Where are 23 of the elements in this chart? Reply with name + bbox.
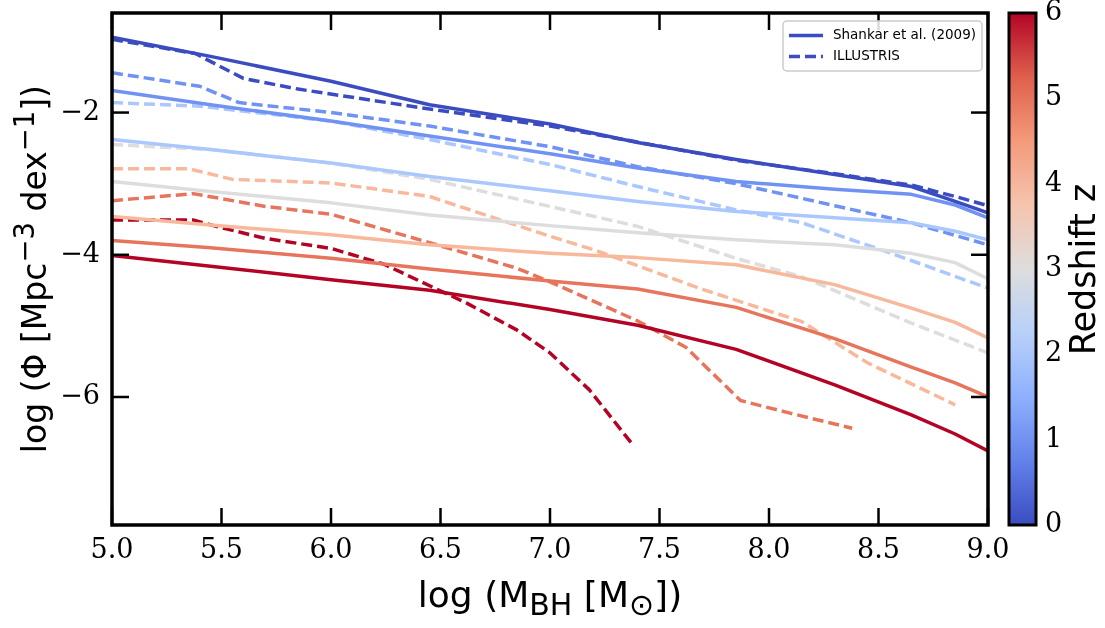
x-axis-title: log (M$_{BH}$ [M$_{⊙}$]) [416, 574, 684, 625]
color-bar-label: 2 [1045, 336, 1063, 368]
legend-label: Shankar et al. (2009) [832, 26, 977, 42]
x-tick-label: 6.0 [309, 533, 353, 565]
y-tick-label: −2 [60, 94, 100, 126]
x-tick-label: 9.0 [966, 533, 1010, 565]
x-tick-label: 8.5 [857, 533, 900, 565]
color-bar-label: 4 [1045, 165, 1063, 197]
legend-label: ILLUSTRIS [832, 47, 900, 63]
x-tick-label: 7.0 [528, 533, 572, 565]
color-bar-label: 0 [1045, 507, 1063, 539]
color-bar-label: 1 [1045, 421, 1063, 453]
x-tick-label: 7.5 [638, 533, 681, 565]
x-tick-label: 8.0 [747, 533, 791, 565]
color-bar-label: 3 [1045, 251, 1063, 283]
color-bar-label: 6 [1045, 0, 1063, 27]
x-tick-label: 5.0 [90, 533, 134, 565]
x-tick-label: 6.5 [419, 533, 462, 565]
color-bar-label: 5 [1045, 80, 1063, 112]
color-bar-title: Redshift z [1062, 183, 1103, 355]
y-tick-label: −6 [60, 379, 100, 411]
x-tick-label: 5.5 [200, 533, 243, 565]
y-tick-label: −4 [60, 236, 100, 268]
